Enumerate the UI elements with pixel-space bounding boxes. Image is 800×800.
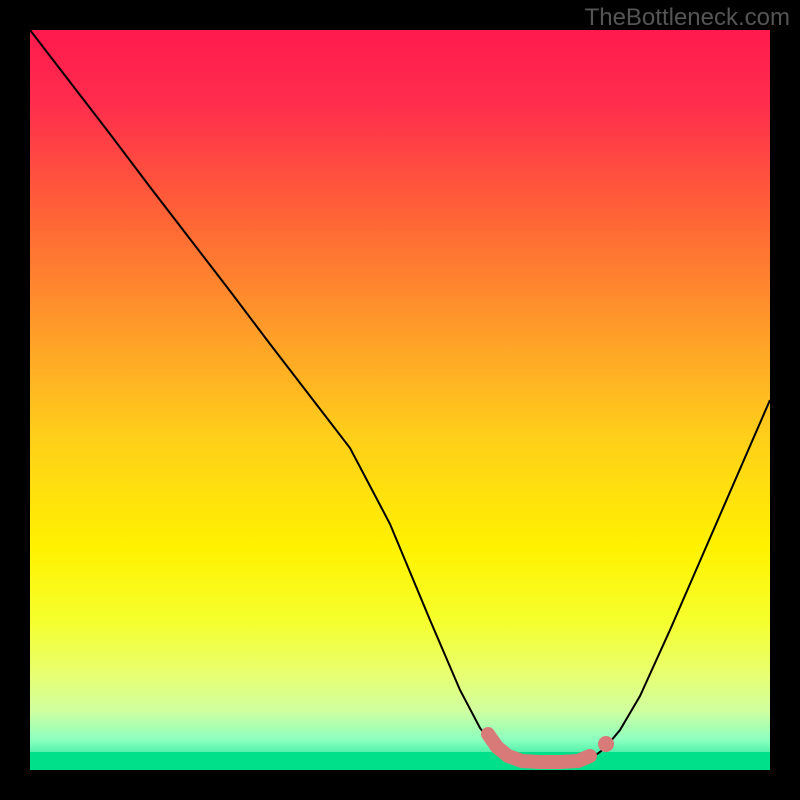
optimal-point-marker	[598, 736, 614, 752]
watermark-text: TheBottleneck.com	[585, 4, 790, 32]
green-baseline-band	[30, 752, 770, 770]
gradient-background	[30, 30, 770, 770]
chart-plot-area	[30, 30, 770, 770]
bottleneck-curve-chart	[30, 30, 770, 770]
